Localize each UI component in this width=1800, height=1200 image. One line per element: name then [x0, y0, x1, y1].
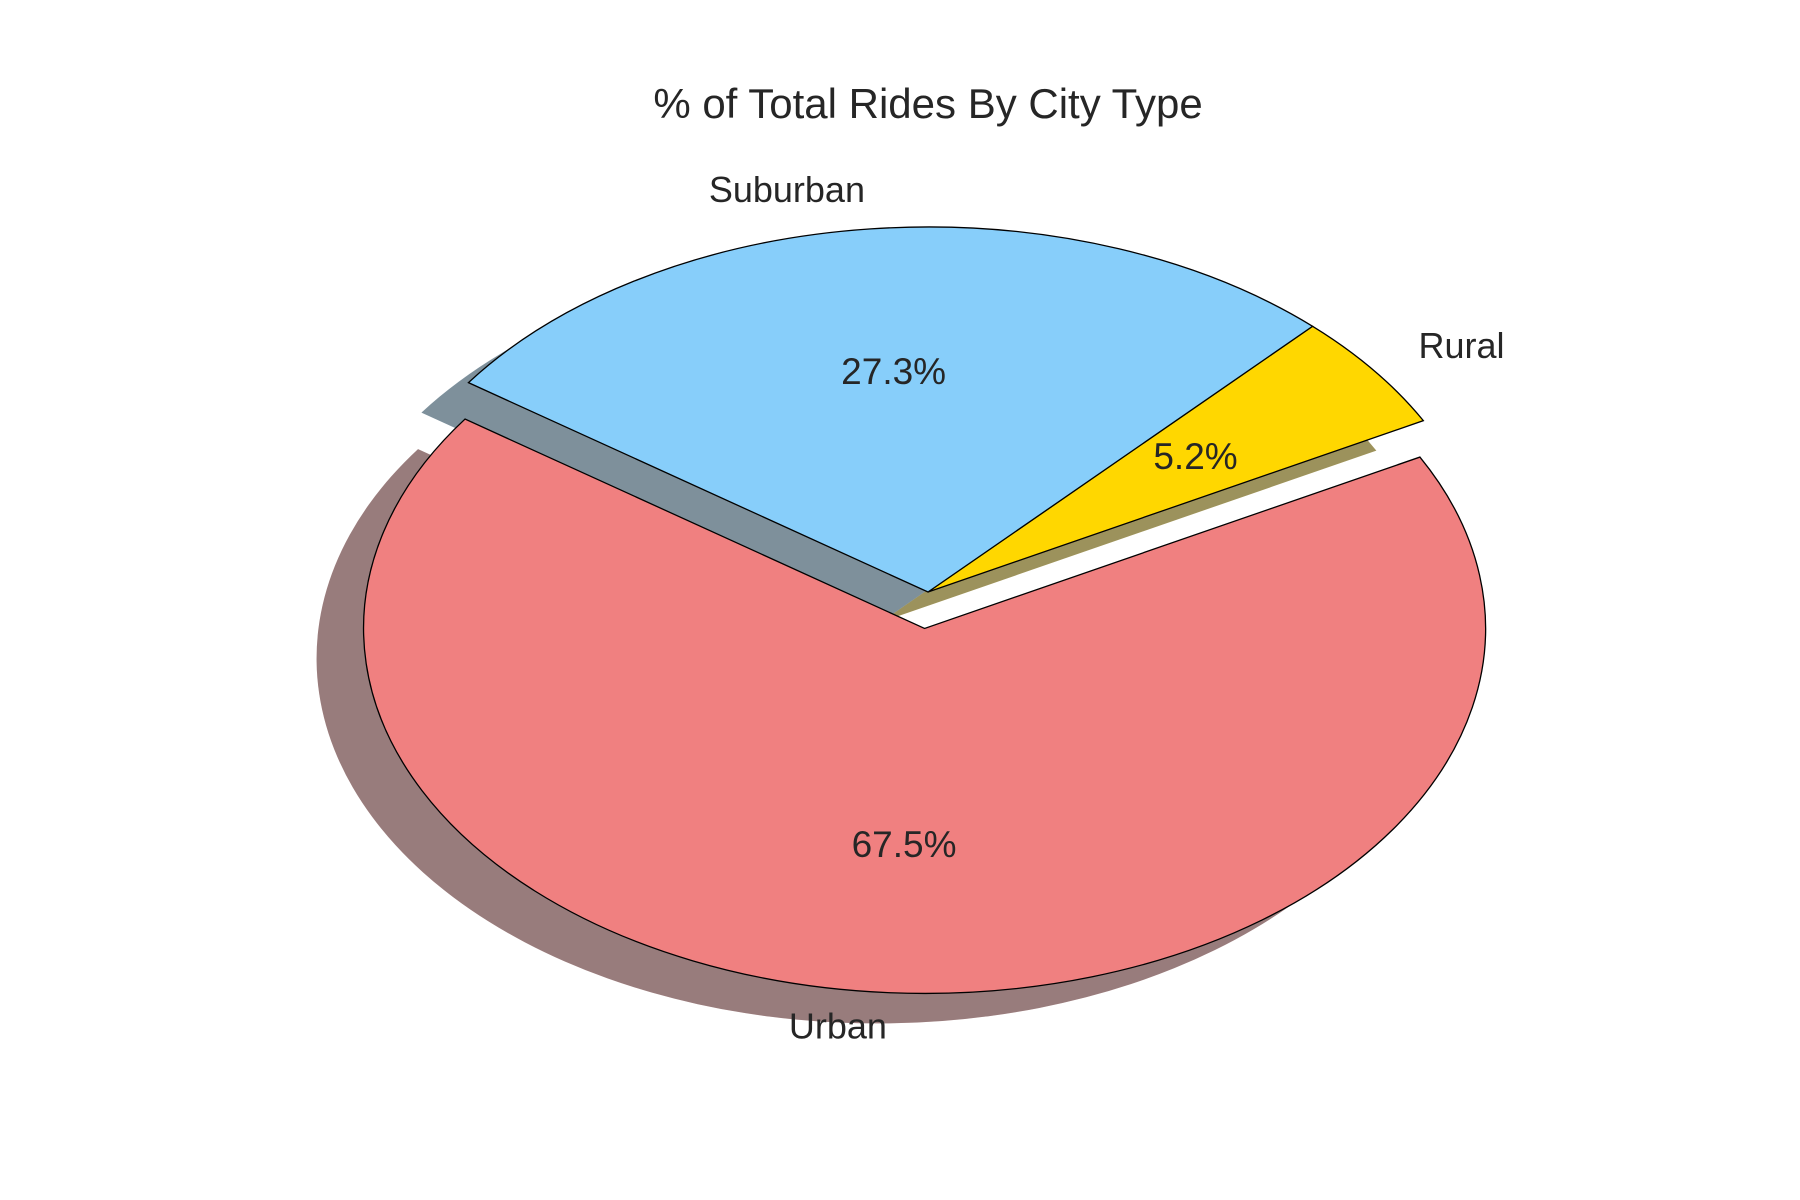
slice-percent-urban: 67.5% — [852, 824, 957, 865]
pie-slice-rural[interactable] — [927, 325, 1425, 593]
pie-slice-layer — [362, 226, 1487, 995]
pie-slice-suburban[interactable] — [467, 226, 1314, 593]
pie-slice-urban[interactable] — [362, 418, 1487, 995]
slice-label-suburban: Suburban — [709, 169, 865, 210]
slice-percent-rural: 5.2% — [1153, 436, 1237, 477]
chart-title: % of Total Rides By City Type — [653, 80, 1202, 127]
slice-percent-suburban: 27.3% — [841, 351, 946, 392]
pie-label-layer: Urban 67.5% Rural 5.2% Suburban 27.3% — [709, 169, 1505, 1047]
slice-label-rural: Rural — [1418, 325, 1504, 366]
slice-label-urban: Urban — [789, 1006, 887, 1047]
